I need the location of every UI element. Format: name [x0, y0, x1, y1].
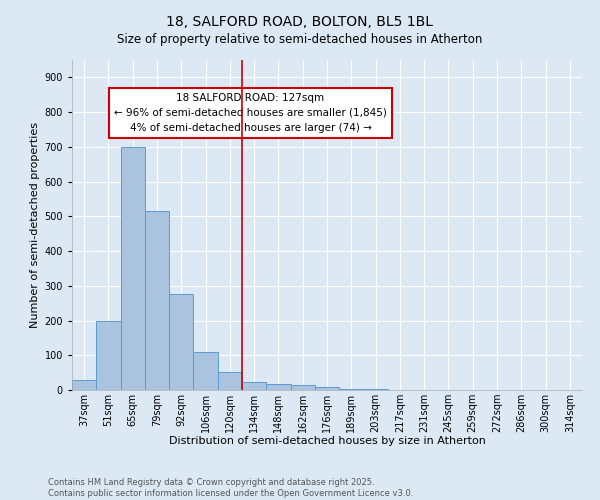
Text: 18 SALFORD ROAD: 127sqm
← 96% of semi-detached houses are smaller (1,845)
4% of : 18 SALFORD ROAD: 127sqm ← 96% of semi-de…: [114, 93, 387, 132]
Bar: [96, 320, 121, 390]
Bar: [290, 385, 315, 390]
Bar: [121, 147, 145, 390]
Text: 18, SALFORD ROAD, BOLTON, BL5 1BL: 18, SALFORD ROAD, BOLTON, BL5 1BL: [167, 15, 433, 29]
Text: Size of property relative to semi-detached houses in Atherton: Size of property relative to semi-detach…: [118, 32, 482, 46]
Bar: [193, 352, 218, 390]
Bar: [315, 387, 339, 390]
Text: Contains HM Land Registry data © Crown copyright and database right 2025.
Contai: Contains HM Land Registry data © Crown c…: [48, 478, 413, 498]
Y-axis label: Number of semi-detached properties: Number of semi-detached properties: [31, 122, 40, 328]
Bar: [339, 388, 364, 390]
Bar: [266, 384, 290, 390]
Bar: [169, 294, 193, 390]
Bar: [145, 211, 169, 390]
Bar: [242, 382, 266, 390]
X-axis label: Distribution of semi-detached houses by size in Atherton: Distribution of semi-detached houses by …: [169, 436, 485, 446]
Bar: [218, 372, 242, 390]
Bar: [72, 380, 96, 390]
